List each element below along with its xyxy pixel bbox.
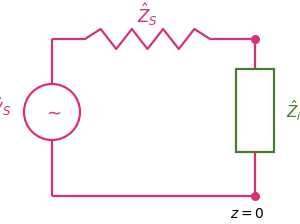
Bar <box>236 69 274 152</box>
Text: $z = 0$: $z = 0$ <box>230 207 264 221</box>
Text: $\hat{Z}_S$: $\hat{Z}_S$ <box>137 2 158 28</box>
Text: $\hat{v}_S$: $\hat{v}_S$ <box>0 94 11 118</box>
Text: $\hat{Z}_{in}(0)$: $\hat{Z}_{in}(0)$ <box>286 98 300 123</box>
Text: $\sim$: $\sim$ <box>43 103 61 121</box>
